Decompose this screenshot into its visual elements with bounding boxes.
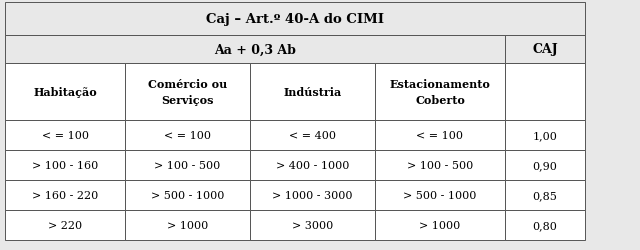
Bar <box>375 64 505 120</box>
Text: 0,90: 0,90 <box>532 160 557 170</box>
Text: > 100 - 500: > 100 - 500 <box>154 160 221 170</box>
Bar <box>250 180 375 210</box>
Bar <box>125 64 250 120</box>
Text: Indústria: Indústria <box>284 87 342 98</box>
Bar <box>125 180 250 210</box>
Text: > 160 - 220: > 160 - 220 <box>32 190 98 200</box>
Bar <box>125 150 250 180</box>
Text: 1,00: 1,00 <box>532 130 557 140</box>
Text: 0,80: 0,80 <box>532 220 557 230</box>
Bar <box>250 150 375 180</box>
Bar <box>505 120 585 150</box>
Text: > 100 - 160: > 100 - 160 <box>32 160 98 170</box>
Bar <box>125 120 250 150</box>
Bar <box>125 210 250 240</box>
Text: < = 100: < = 100 <box>417 130 463 140</box>
Bar <box>505 36 585 64</box>
Bar <box>5 3 585 36</box>
Text: Caj – Art.º 40-A do CIMI: Caj – Art.º 40-A do CIMI <box>206 13 384 26</box>
Text: < = 400: < = 400 <box>289 130 336 140</box>
Bar <box>375 120 505 150</box>
Text: Comércio ou
Serviços: Comércio ou Serviços <box>148 79 227 105</box>
Text: CAJ: CAJ <box>532 43 558 56</box>
Bar <box>505 210 585 240</box>
Text: Estacionamento
Coberto: Estacionamento Coberto <box>390 79 490 105</box>
Bar <box>375 180 505 210</box>
Text: > 1000: > 1000 <box>167 220 208 230</box>
Bar <box>5 36 505 64</box>
Text: > 1000 - 3000: > 1000 - 3000 <box>272 190 353 200</box>
Text: > 1000: > 1000 <box>419 220 461 230</box>
Text: < = 100: < = 100 <box>164 130 211 140</box>
Bar <box>505 180 585 210</box>
Text: > 100 - 500: > 100 - 500 <box>407 160 473 170</box>
Bar <box>5 210 125 240</box>
Text: > 500 - 1000: > 500 - 1000 <box>151 190 224 200</box>
Text: > 220: > 220 <box>48 220 82 230</box>
Bar <box>250 120 375 150</box>
Text: > 400 - 1000: > 400 - 1000 <box>276 160 349 170</box>
Bar <box>5 64 125 120</box>
Bar <box>5 150 125 180</box>
Bar <box>250 210 375 240</box>
Text: Aa + 0,3 Ab: Aa + 0,3 Ab <box>214 43 296 56</box>
Text: > 500 - 1000: > 500 - 1000 <box>403 190 477 200</box>
Text: > 3000: > 3000 <box>292 220 333 230</box>
Text: 0,85: 0,85 <box>532 190 557 200</box>
Bar <box>505 64 585 120</box>
Bar <box>5 180 125 210</box>
Bar <box>375 210 505 240</box>
Bar <box>5 120 125 150</box>
Bar <box>375 150 505 180</box>
Text: < = 100: < = 100 <box>42 130 88 140</box>
Bar <box>505 150 585 180</box>
Text: Habitação: Habitação <box>33 87 97 98</box>
Bar <box>250 64 375 120</box>
